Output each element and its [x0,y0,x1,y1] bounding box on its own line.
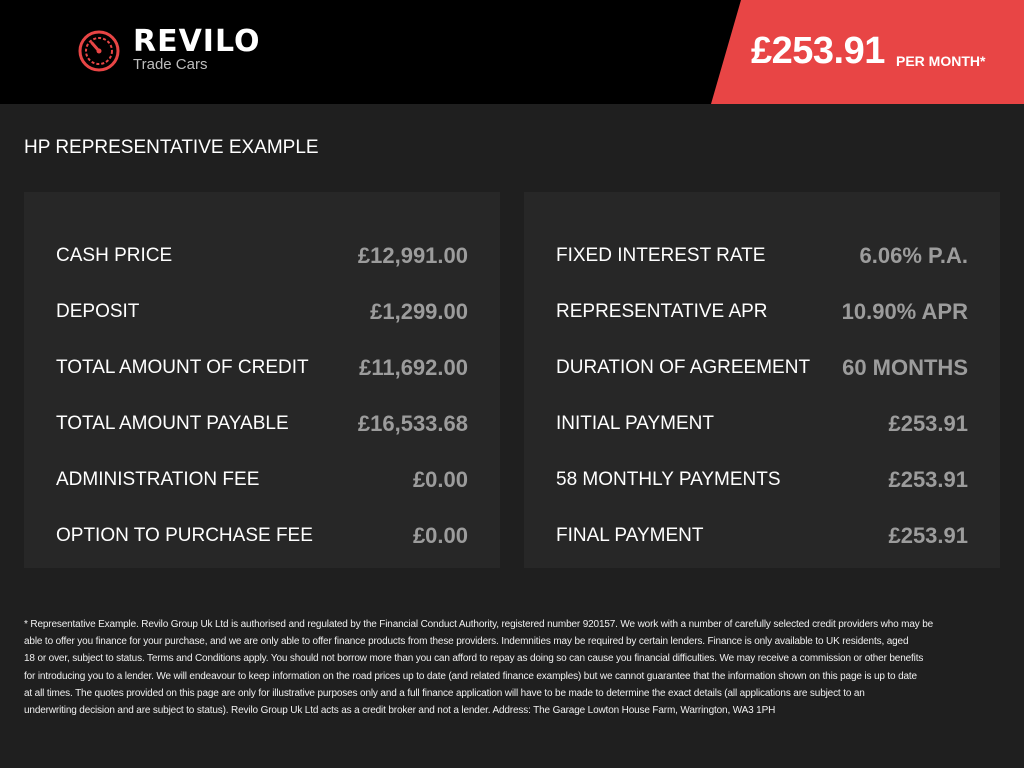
finance-row: ADMINISTRATION FEE £0.00 [56,452,468,508]
finance-row: TOTAL AMOUNT OF CREDIT £11,692.00 [56,340,468,396]
finance-value: £253.91 [888,523,968,548]
disclaimer-line: at all times. The quotes provided on thi… [24,687,865,699]
finance-value: £253.91 [888,411,968,436]
disclaimer-line: for introducing you to a lender. We will… [24,670,917,682]
finance-value: 6.06% P.A. [859,243,968,268]
finance-value: £11,692.00 [359,355,468,380]
disclaimer-line: * Representative Example. Revilo Group U… [24,619,934,630]
finance-label: OPTION TO PURCHASE FEE [56,525,313,546]
finance-row: TOTAL AMOUNT PAYABLE £16,533.68 [56,396,468,452]
brand-tagline: Trade Cars [133,56,208,73]
finance-row: FINAL PAYMENT £253.91 [556,508,968,564]
finance-row: DEPOSIT £1,299.00 [56,284,468,340]
finance-label: DURATION OF AGREEMENT [556,357,811,378]
finance-value: 60 MONTHS [842,355,968,380]
speedometer-icon [78,30,120,72]
logo[interactable]: REVILO Trade Cars [78,24,261,74]
finance-value: 10.90% APR [841,299,968,324]
finance-label: INITIAL PAYMENT [556,413,715,434]
finance-row: FIXED INTEREST RATE 6.06% P.A. [556,228,968,284]
finance-row: INITIAL PAYMENT £253.91 [556,396,968,452]
finance-value: £0.00 [412,467,468,492]
finance-value: £1,299.00 [370,299,468,324]
right-finance-panel: FIXED INTEREST RATE 6.06% P.A. REPRESENTAT… [524,192,1000,568]
brand-name: REVILO [133,24,261,59]
monthly-price: £253.91 [751,30,885,72]
finance-value: £253.91 [888,467,968,492]
disclaimer-line: able to offer you finance for your purch… [24,636,909,648]
finance-value: £16,533.68 [357,411,468,436]
finance-label: REPRESENTATIVE APR [556,301,768,322]
finance-label: 58 MONTHLY PAYMENTS [556,469,781,490]
finance-label: DEPOSIT [56,301,140,322]
disclaimer-line: underwriting decision and are subject to… [24,705,776,717]
finance-label: FINAL PAYMENT [556,525,704,546]
finance-row: CASH PRICE £12,991.00 [56,228,468,284]
finance-row: DURATION OF AGREEMENT 60 MONTHS [556,340,968,396]
finance-label: CASH PRICE [56,245,173,266]
finance-row: 58 MONTHLY PAYMENTS £253.91 [556,452,968,508]
header: REVILO Trade Cars £253.91 PER MONTH* [0,0,1024,104]
monthly-price-banner: £253.91 PER MONTH* [711,0,1024,104]
finance-row: REPRESENTATIVE APR 10.90% APR [556,284,968,340]
disclaimer-line: 18 or over, subject to status. Terms and… [24,653,924,665]
finance-value: £0.00 [412,523,468,548]
finance-value: £12,991.00 [357,243,468,268]
page-title: HP REPRESENTATIVE EXAMPLE [24,137,319,158]
finance-label: ADMINISTRATION FEE [56,469,260,490]
finance-label: TOTAL AMOUNT OF CREDIT [56,357,309,378]
left-finance-panel: CASH PRICE £12,991.00 DEPOSIT £1,299.00 TOTA… [24,192,500,568]
disclaimer: * Representative Example. Revilo Group U… [24,616,934,719]
finance-label: TOTAL AMOUNT PAYABLE [56,413,289,434]
finance-label: FIXED INTEREST RATE [556,245,766,266]
finance-row: OPTION TO PURCHASE FEE £0.00 [56,508,468,564]
per-month-label: PER MONTH* [896,53,986,69]
